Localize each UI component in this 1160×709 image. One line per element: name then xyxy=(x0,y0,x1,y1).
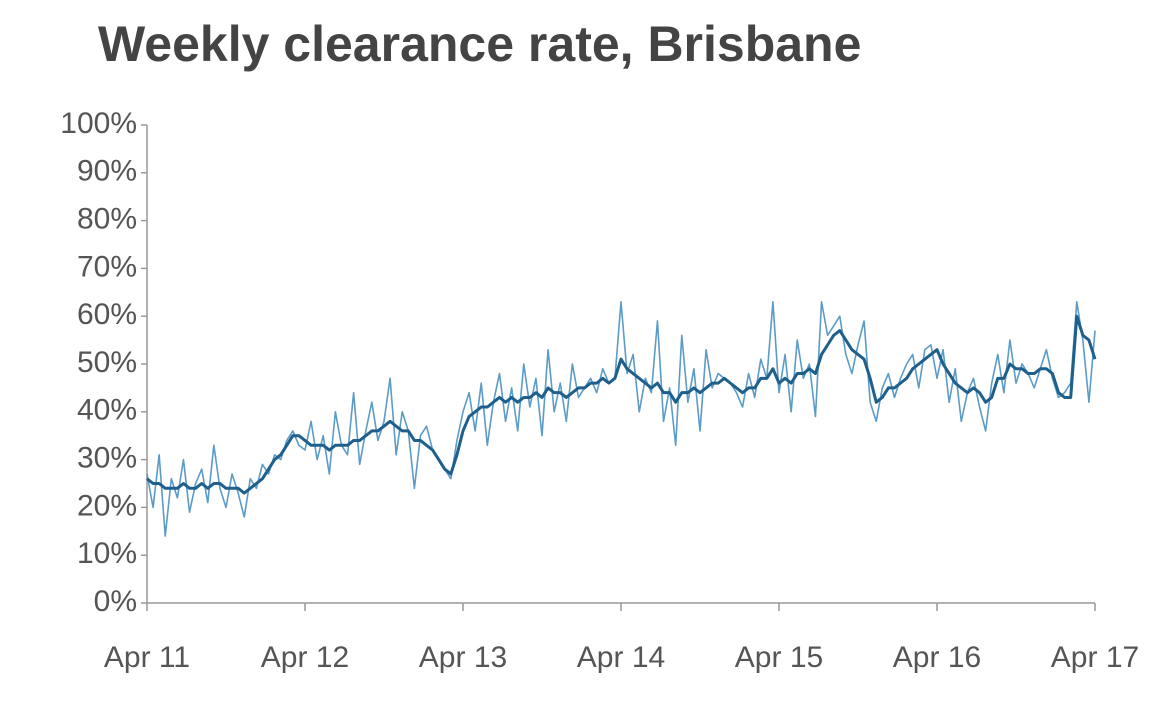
x-tick-label: Apr 13 xyxy=(419,641,507,674)
y-tick-label: 10% xyxy=(77,537,137,570)
y-tick-label: 100% xyxy=(60,107,137,140)
y-tick-label: 80% xyxy=(77,203,137,236)
x-tick-label: Apr 14 xyxy=(577,641,665,674)
x-tick-label: Apr 16 xyxy=(893,641,981,674)
y-tick-label: 90% xyxy=(77,155,137,188)
y-tick-label: 60% xyxy=(77,298,137,331)
x-tick-label: Apr 15 xyxy=(735,641,823,674)
y-tick-label: 70% xyxy=(77,250,137,283)
y-tick-label: 20% xyxy=(77,489,137,522)
y-tick-label: 50% xyxy=(77,346,137,379)
x-tick-label: Apr 12 xyxy=(261,641,349,674)
chart-title: Weekly clearance rate, Brisbane xyxy=(98,16,861,72)
x-tick-label: Apr 11 xyxy=(104,641,190,674)
y-tick-label: 30% xyxy=(77,442,137,475)
series-line xyxy=(146,314,1097,495)
y-tick-label: 40% xyxy=(77,394,137,427)
y-tick-label: 0% xyxy=(94,585,137,618)
series-line xyxy=(146,301,1096,537)
x-tick-label: Apr 17 xyxy=(1051,641,1139,674)
